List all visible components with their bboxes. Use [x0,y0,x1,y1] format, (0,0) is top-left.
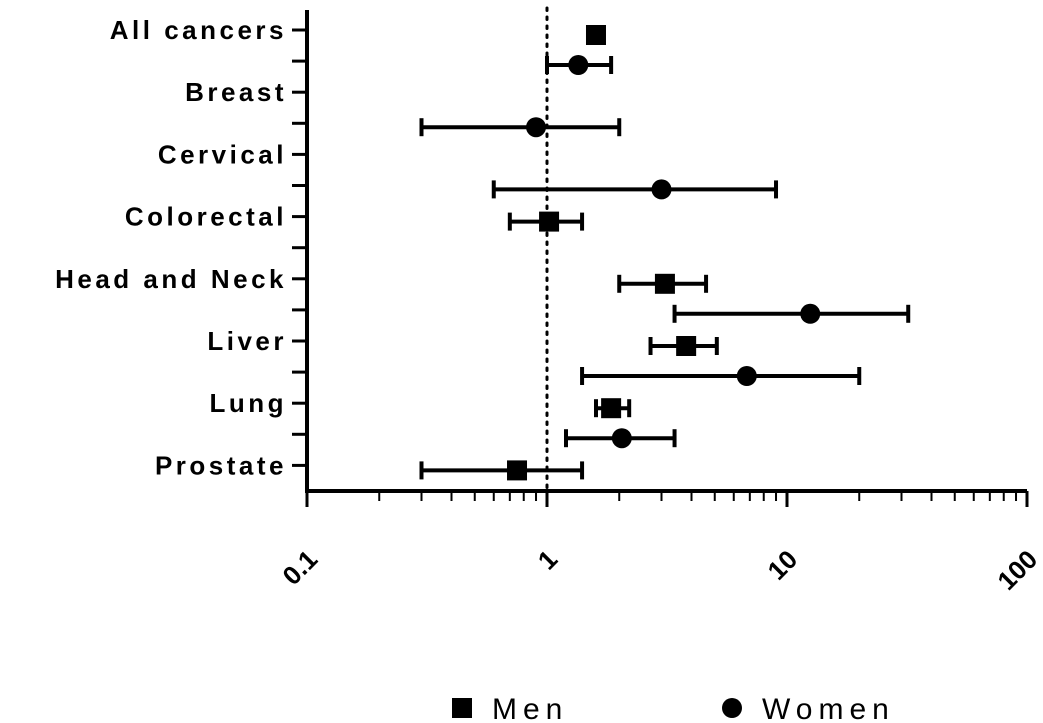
point-men-lung [601,398,622,419]
category-label-colorectal: Colorectal [125,202,287,232]
legend-label-women: Women [762,693,895,723]
axes [292,10,1029,507]
point-women-cervical [651,179,672,200]
legend-marker-men [452,698,472,718]
data-marks [419,25,911,481]
legend-label-men: Men [492,693,568,723]
point-men-liver [676,336,697,356]
point-women-liver [736,366,757,386]
x-tick-label-0-1: 0.1 [276,544,323,591]
legend: Men Women [452,693,895,723]
category-label-prostate: Prostate [155,450,287,480]
point-men-all-cancers [585,25,606,45]
x-axis-tick-labels: 0.1 1 10 100 [276,544,1043,596]
point-men-prostate [507,460,528,481]
point-men-colorectal [539,211,560,232]
point-women-all-cancers [568,55,589,75]
point-women-head-and-neck [800,303,821,324]
category-label-head-and-neck: Head and Neck [55,264,287,294]
x-tick-label-1: 1 [532,544,563,575]
category-label-cervical: Cervical [158,139,287,169]
point-men-head-and-neck [654,273,675,294]
point-women-lung [611,428,632,449]
category-label-all-cancers: All cancers [110,15,287,45]
category-label-breast: Breast [185,77,287,107]
category-labels: All cancers Breast Cervical Colorectal Head … [55,15,287,480]
point-women-breast [526,117,547,138]
x-tick-label-100: 100 [991,544,1043,596]
category-label-lung: Lung [209,388,287,418]
legend-marker-women [722,698,742,718]
category-label-liver: Liver [207,326,287,356]
x-tick-label-10: 10 [762,544,804,586]
